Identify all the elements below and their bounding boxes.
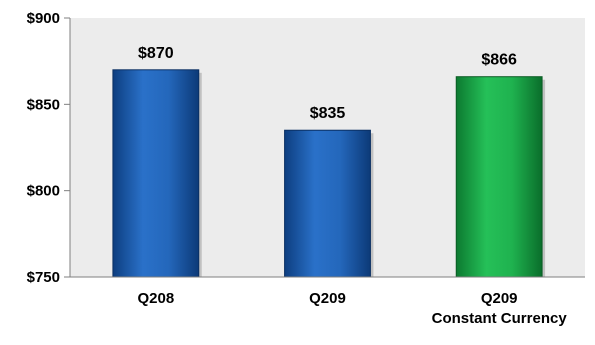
category-label: Constant Currency [432,310,568,327]
y-tick-label: $850 [27,96,60,113]
y-tick-label: $800 [27,183,60,200]
bar [284,129,371,278]
y-tick-label: $900 [27,10,60,27]
data-label: $870 [138,45,174,62]
bar [112,69,200,278]
category-label: Q209 [309,290,346,307]
bar-group [284,129,374,278]
category-label: Q209 [481,290,518,307]
category-label: Q208 [137,290,174,307]
x-axis: Q208 Q209 Q209 Constant Currency [137,290,567,327]
bar-group [112,69,202,278]
y-tick-label: $750 [27,269,60,286]
bar [455,76,543,278]
y-axis: $750 $800 $850 $900 [27,10,70,286]
data-label: $866 [481,52,517,69]
data-labels: $870 $835 $866 [138,45,517,122]
data-label: $835 [310,105,346,122]
bar-group [455,76,546,278]
bars [112,69,546,278]
